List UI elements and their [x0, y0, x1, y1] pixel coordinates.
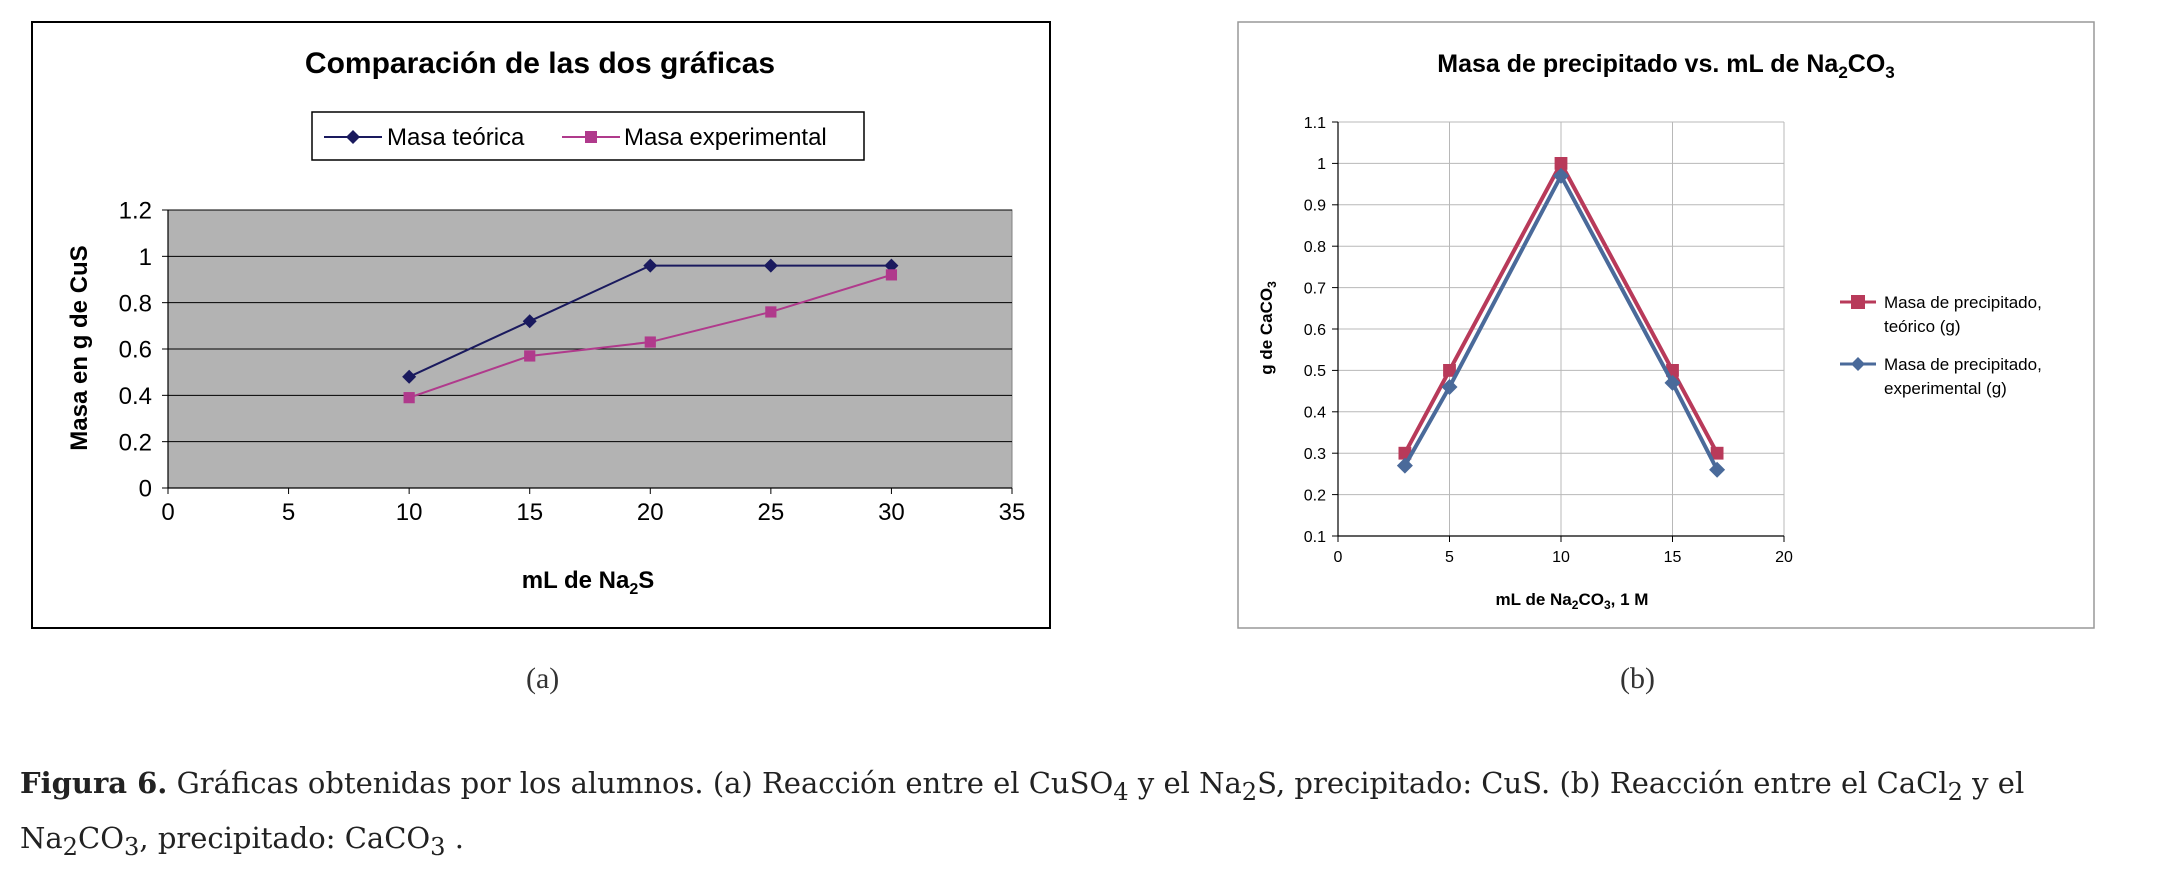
y-tick-label: 0.8 [119, 290, 152, 317]
y-tick-label: 1.2 [119, 198, 152, 225]
caption-sub: 3 [430, 832, 446, 861]
chart-a-axes [162, 209, 1013, 494]
caption-text: Gráficas obtenidas por los alumnos. (a) … [167, 766, 1114, 800]
y-tick-label: 0.2 [119, 429, 152, 456]
data-point-1 [524, 350, 536, 362]
y-tick-label: 1 [139, 244, 152, 271]
y-tick-label: 0.4 [119, 383, 152, 410]
caption-text: . [445, 820, 464, 855]
x-tick-label: 10 [396, 499, 423, 526]
caption-figure-label: Figura 6. [20, 766, 168, 800]
data-point-0 [884, 258, 899, 273]
chart-a-series [402, 258, 899, 404]
caption-text: , precipitado: CaCO [139, 820, 431, 855]
caption-sub: 2 [62, 832, 79, 861]
caption-text: CO [78, 820, 125, 855]
caption-sub: 4 [1113, 777, 1129, 806]
data-point-1 [644, 336, 656, 348]
panel-label-b: (b) [1620, 662, 1655, 695]
legend-marker-teorica [346, 130, 360, 144]
data-point-1 [403, 392, 415, 404]
data-point-0 [402, 369, 417, 384]
x-tick-label: 0 [161, 499, 174, 526]
x-tick-label: 35 [999, 499, 1026, 526]
chart-a-x-ticks: 0 5 10 15 20 25 30 35 [161, 499, 1025, 526]
caption-text: S, precipitado: CuS. (b) Reacción entre … [1257, 766, 1948, 800]
data-point-0 [643, 258, 658, 273]
chart-a-legend: Masa teórica Masa experimental [311, 111, 865, 161]
legend-label-experimental: Masa experimental [624, 124, 827, 151]
chart-a-xlabel: mL de Na2S [522, 567, 655, 598]
x-tick-label: 5 [282, 499, 295, 526]
chart-a: Comparación de las dos gráficas Masa teó… [31, 21, 1051, 629]
caption-text: y el Na [20, 766, 2025, 855]
chart-a-ylabel: Masa en g de CuS [66, 245, 93, 450]
panel-label-a: (a) [526, 662, 560, 695]
x-tick-label: 20 [637, 499, 664, 526]
caption-sub: 2 [1947, 777, 1963, 806]
legend-marker-experimental [585, 131, 597, 143]
data-point-1 [765, 306, 777, 318]
chart-a-title: Comparación de las dos gráficas [305, 47, 775, 80]
x-tick-label: 25 [758, 499, 785, 526]
caption-text: y el Na [1128, 766, 1242, 800]
caption-sub: 3 [124, 832, 140, 861]
data-point-1 [885, 269, 898, 281]
y-tick-label: 0.6 [119, 337, 152, 364]
legend-label-teorica: Masa teórica [387, 124, 525, 151]
data-point-0 [522, 314, 537, 329]
data-point-0 [763, 258, 778, 273]
y-tick-label: 0 [139, 476, 152, 503]
x-tick-label: 30 [878, 499, 905, 526]
chart-a-y-ticks: 0 0.2 0.4 0.6 0.8 1 1.2 [119, 198, 152, 503]
caption-sub: 2 [1241, 777, 1258, 806]
figure-caption: Figura 6. Gráficas obtenidas por los alu… [20, 760, 2150, 870]
x-tick-label: 15 [516, 499, 543, 526]
